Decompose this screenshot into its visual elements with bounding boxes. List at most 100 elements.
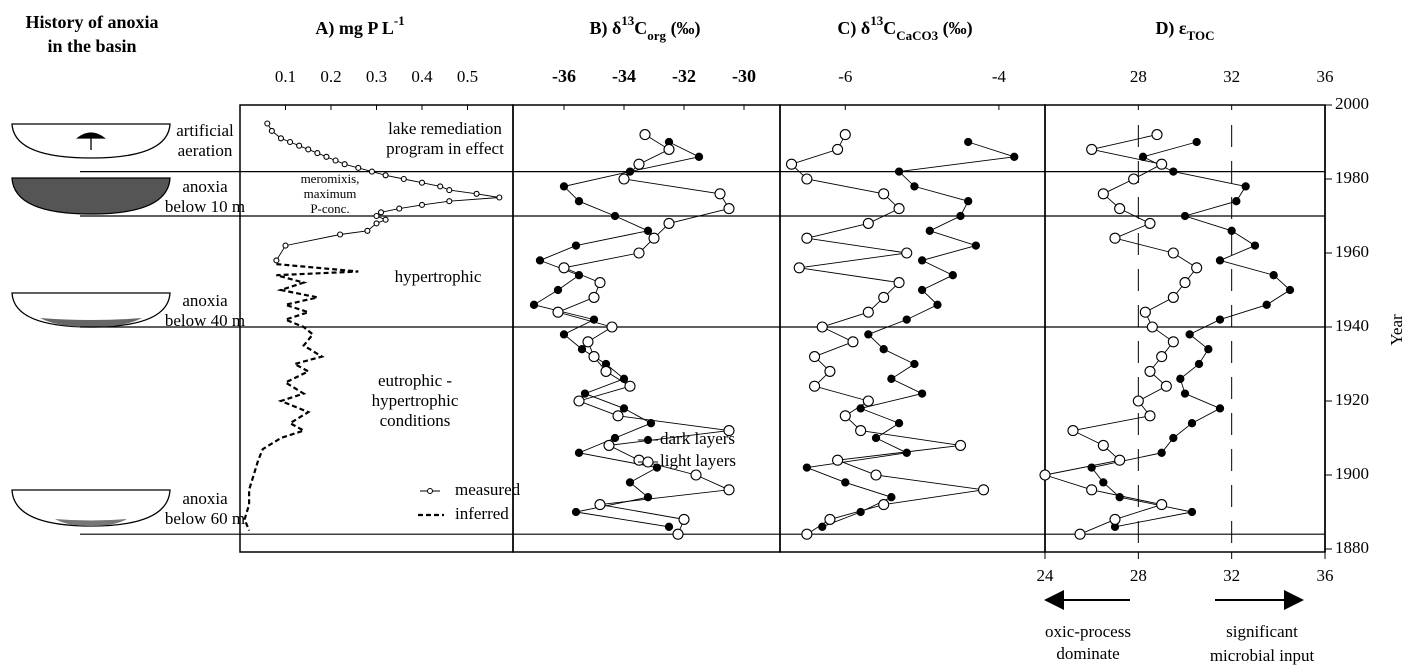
- data-point: [1167, 336, 1179, 348]
- data-point: [1146, 321, 1158, 333]
- data-point: [1215, 404, 1225, 413]
- data-point: [887, 493, 896, 502]
- data-point: [571, 507, 581, 517]
- data-point: [577, 345, 587, 354]
- x-tick-label: -36: [552, 66, 576, 86]
- legend-swatch: [642, 456, 654, 468]
- data-point: [612, 410, 624, 422]
- data-point: [801, 528, 813, 540]
- data-point: [902, 315, 911, 324]
- data-point: [268, 127, 275, 134]
- data-point: [571, 241, 581, 250]
- x-tick-label: -30: [732, 66, 756, 86]
- data-point: [606, 321, 618, 333]
- data-point: [535, 256, 545, 265]
- data-point: [1099, 478, 1108, 487]
- history-label: anoxia: [182, 489, 228, 508]
- data-point: [574, 448, 584, 457]
- data-point: [793, 262, 805, 274]
- title-part: C: [634, 18, 647, 38]
- data-point: [382, 216, 389, 223]
- annotation: hypertrophic: [372, 391, 459, 410]
- data-point: [1067, 425, 1079, 437]
- data-point: [1139, 306, 1151, 318]
- series-line: [790, 134, 984, 535]
- history-label: below 40 m: [165, 311, 245, 330]
- data-point: [473, 190, 480, 197]
- data-point: [816, 321, 828, 333]
- x-tick-label: -34: [612, 66, 636, 86]
- data-point: [558, 262, 570, 274]
- data-point: [678, 513, 690, 525]
- annotation: conditions: [380, 411, 451, 430]
- data-point: [314, 150, 321, 157]
- data-point: [273, 257, 280, 264]
- title-part: -1: [394, 13, 405, 28]
- data-point: [894, 167, 904, 176]
- x-tick-label: 28: [1130, 566, 1147, 585]
- data-point: [624, 380, 636, 392]
- data-point: [368, 168, 376, 175]
- data-point: [801, 173, 813, 185]
- data-point: [332, 157, 339, 164]
- data-point: [1169, 433, 1178, 443]
- data-point: [1156, 158, 1168, 170]
- data-point: [956, 211, 965, 221]
- annotation: maximum: [304, 186, 357, 201]
- data-point: [832, 143, 844, 155]
- data-point: [802, 463, 812, 472]
- title-part: 13: [870, 13, 884, 28]
- history-label: anoxia: [182, 177, 228, 196]
- data-point: [917, 256, 927, 265]
- data-point: [663, 143, 675, 155]
- data-point: [1227, 226, 1236, 235]
- y-tick-label: 1960: [1335, 242, 1369, 261]
- data-point: [917, 389, 927, 398]
- data-point: [954, 439, 967, 451]
- data-point: [785, 158, 798, 170]
- annotation: program in effect: [386, 139, 504, 158]
- x-tick-label: -4: [992, 67, 1007, 86]
- data-point: [573, 395, 585, 407]
- data-point: [1115, 493, 1124, 502]
- interpretation-label: microbial input: [1210, 646, 1315, 665]
- panel-title: B) δ13Corg (‰): [589, 13, 700, 43]
- data-point: [878, 188, 890, 200]
- data-point: [594, 277, 606, 289]
- panel-title: D) εTOC: [1155, 18, 1214, 43]
- data-point: [879, 345, 888, 354]
- data-point: [871, 433, 881, 443]
- history-label: aeration: [178, 141, 233, 160]
- title-part: 13: [621, 13, 635, 28]
- legend-label: dark layers: [660, 429, 735, 448]
- data-point: [305, 146, 312, 153]
- annotation: meromixis,: [301, 171, 360, 186]
- data-point: [594, 499, 606, 511]
- data-point: [364, 227, 371, 234]
- history-label: artificial: [176, 121, 234, 140]
- interpretation-label: significant: [1226, 622, 1298, 641]
- data-point: [841, 478, 850, 487]
- data-point: [1180, 389, 1190, 398]
- data-point: [588, 291, 600, 303]
- data-point: [839, 129, 851, 141]
- y-tick-label: 1880: [1335, 538, 1369, 557]
- x-tick-label: 32: [1223, 67, 1240, 86]
- data-point: [529, 300, 539, 309]
- data-point: [809, 380, 821, 392]
- data-point: [1232, 197, 1241, 206]
- data-point: [1167, 247, 1179, 259]
- data-point: [964, 137, 973, 147]
- data-point: [559, 330, 569, 339]
- data-point: [1191, 262, 1203, 274]
- data-point: [1144, 410, 1156, 422]
- title-part: CaCO3: [896, 28, 938, 43]
- data-point: [723, 203, 735, 215]
- data-point: [600, 365, 612, 377]
- data-point: [855, 425, 867, 437]
- basin-icons: [11, 123, 171, 527]
- data-point: [296, 142, 303, 149]
- data-point: [1097, 439, 1109, 451]
- data-point: [1156, 499, 1168, 511]
- data-point: [633, 158, 645, 170]
